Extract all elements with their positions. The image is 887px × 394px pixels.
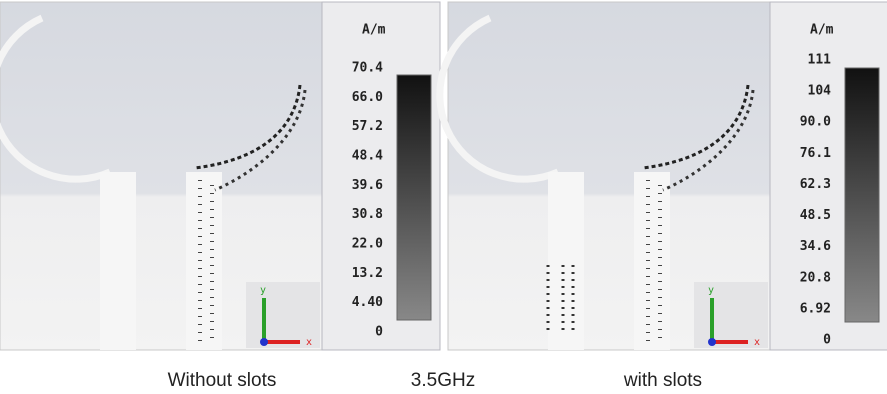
scale-label: 0: [823, 333, 831, 348]
feed-line-2: [186, 172, 222, 350]
scale-label: 20.8: [800, 270, 831, 285]
unit-label: A/m: [362, 23, 386, 38]
scale-label: 57.2: [352, 119, 383, 134]
panel-caption: with slots: [623, 370, 702, 391]
center-caption: 3.5GHz: [411, 370, 475, 391]
panel-caption: Without slots: [168, 370, 277, 391]
scale-label: 13.2: [352, 266, 383, 281]
axis-y-label: y: [708, 285, 714, 296]
scale-label: 66.0: [352, 90, 383, 105]
panel: y x A/m 111 104 90.0 76.1 62.3 48.5 34.6 20.8 6.92 0…: [440, 2, 887, 391]
axis-x-label: x: [306, 337, 312, 348]
scale-label: 111: [808, 53, 832, 68]
axis-y-label: y: [260, 285, 266, 296]
panel: y x A/m 70.4 66.0 57.2 48.4 39.6 30.8 22.0 13.2 4.4…: [0, 2, 440, 391]
scale-label: 30.8: [352, 207, 383, 222]
scale-label: 62.3: [800, 177, 831, 192]
scale-label: 22.0: [352, 237, 383, 252]
feed-line-2: [634, 172, 670, 350]
unit-label: A/m: [810, 23, 834, 38]
color-bar: [845, 68, 879, 322]
scale-label: 6.92: [800, 301, 831, 316]
scale-label: 39.6: [352, 178, 383, 193]
scale-label: 104: [808, 84, 832, 99]
axis-x-label: x: [754, 337, 760, 348]
scale-label: 0: [375, 325, 383, 340]
axis-origin: [708, 338, 716, 346]
scale-label: 48.5: [800, 208, 831, 223]
scale-label: 70.4: [352, 61, 383, 76]
feed-line: [100, 172, 136, 350]
scale-label: 4.40: [352, 295, 383, 310]
scale-label: 48.4: [352, 149, 383, 164]
axis-origin: [260, 338, 268, 346]
color-bar: [397, 75, 431, 320]
scale-label: 76.1: [800, 146, 831, 161]
feed-line: [548, 172, 584, 350]
scale-label: 34.6: [800, 239, 831, 254]
scale-label: 90.0: [800, 115, 831, 130]
figure: 3.5GHz y x A/m 70.4 66.0 57.2 48.4 39.6 30.8 22.0…: [0, 0, 887, 394]
